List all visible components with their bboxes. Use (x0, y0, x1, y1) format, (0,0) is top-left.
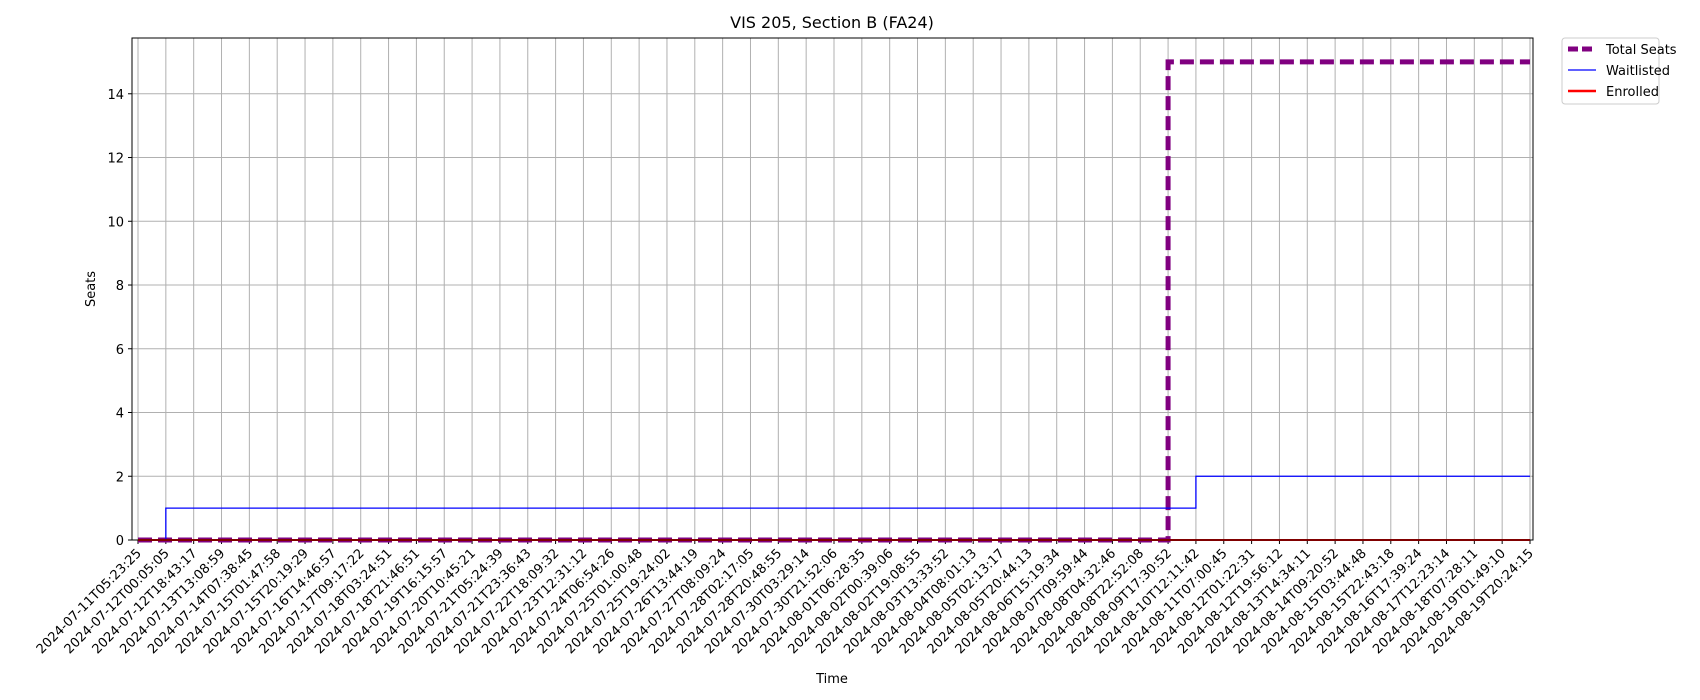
legend-label-enrolled: Enrolled (1606, 85, 1659, 100)
series-line-waitlisted (138, 475, 1530, 541)
y-tick-label: 6 (116, 343, 124, 358)
y-ticks: 0 2 4 6 8 10 12 14 (107, 88, 132, 549)
grid (132, 38, 1533, 541)
y-tick-label: 0 (116, 534, 124, 549)
y-tick-label: 14 (107, 88, 124, 103)
y-tick-label: 10 (107, 215, 124, 230)
y-tick-label: 12 (107, 152, 124, 167)
x-axis-label: Time (815, 672, 848, 687)
legend-label-total-seats: Total Seats (1605, 43, 1677, 58)
y-tick-label: 2 (116, 470, 124, 485)
legend-label-waitlisted: Waitlisted (1606, 64, 1670, 79)
plot-frame (131, 37, 1534, 541)
y-tick-label: 4 (116, 407, 124, 422)
legend: Total Seats Waitlisted Enrolled (1561, 37, 1677, 105)
x-ticks: 2024-07-11T05:23:252024-07-12T00:05:0520… (34, 540, 1537, 657)
y-axis-label: Seats (84, 271, 99, 307)
y-tick-label: 8 (116, 279, 124, 294)
chart-title: VIS 205, Section B (FA24) (730, 13, 934, 32)
legend-frame (1561, 37, 1660, 105)
